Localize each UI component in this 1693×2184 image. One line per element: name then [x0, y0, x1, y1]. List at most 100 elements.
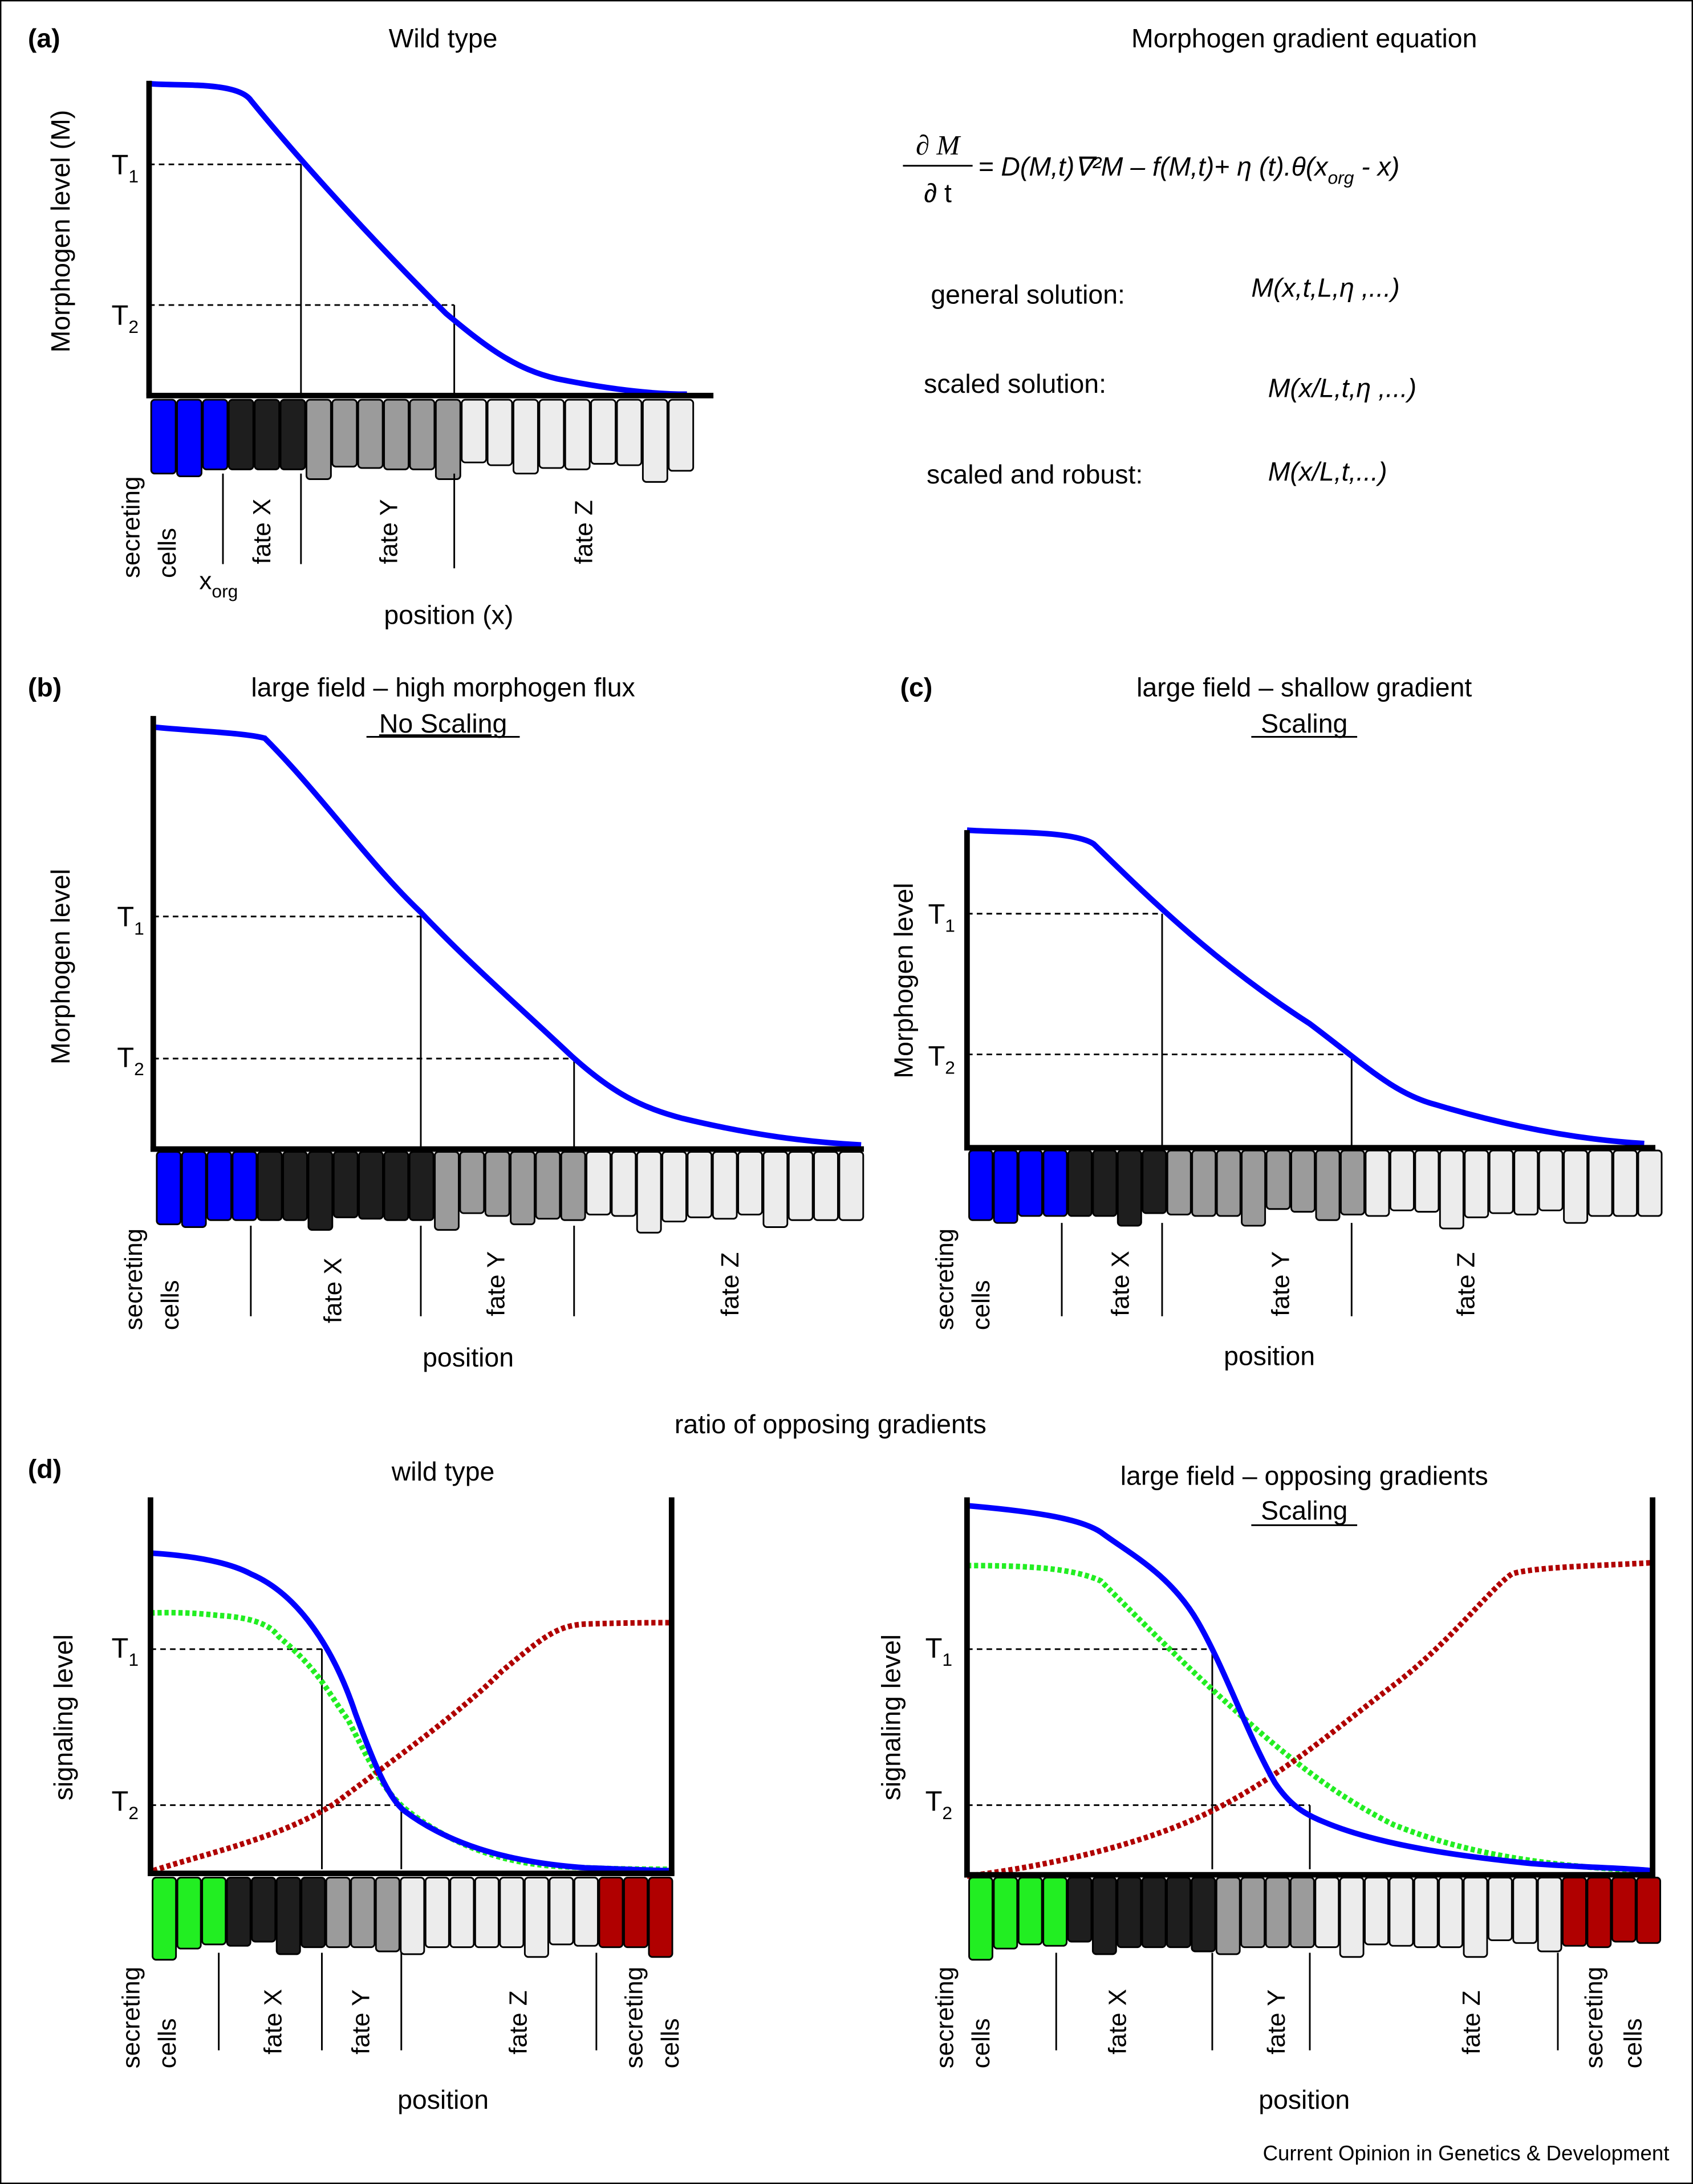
- panel-a-secreting-cell: [176, 398, 202, 478]
- panel-c-secreting-cell: [993, 1149, 1018, 1224]
- panel-b-region-fate-z: fate Z: [716, 1252, 744, 1316]
- panel-c-x-axis-label: position: [1224, 1341, 1315, 1370]
- panel-d-right-fate-x-cell: [1117, 1877, 1142, 1949]
- panel-c-fate-x-cell: [1092, 1149, 1118, 1217]
- panel-c-fate-z-cell: [1513, 1149, 1539, 1215]
- panel-a-fate-y-cell: [435, 398, 461, 480]
- panel-d-right-fate-x-cell: [1067, 1877, 1093, 1943]
- panel-c-secreting-cell: [968, 1149, 994, 1221]
- panel-a-fate-x-cell: [279, 398, 306, 470]
- panel-c-fate-x-cell: [1067, 1149, 1093, 1217]
- panel-d-right-region-fate-z: fate Z: [1457, 1990, 1485, 2054]
- panel-a-fate-y-cell: [409, 398, 436, 470]
- panel-d-right-fate-x-cell: [1141, 1877, 1167, 1949]
- panel-c-fate-z-cell: [1613, 1149, 1638, 1217]
- panel-d-left-fate-z-cell: [424, 1877, 450, 1949]
- panel-a-secreting-cell: [150, 398, 177, 475]
- panel-d-right-cell-row: [968, 1877, 1662, 1961]
- equation-lhs-numerator: ∂ M: [916, 129, 961, 161]
- panel-d-right-green-secreting-cell: [993, 1877, 1018, 1950]
- panel-d-left-region-secreting: secreting: [117, 1967, 145, 2068]
- panel-b-fate-z-cell: [661, 1151, 687, 1223]
- panel-b-label: (b): [28, 673, 62, 702]
- panel-c-fate-z-cell: [1414, 1149, 1440, 1213]
- panel-d-left-fate-y-cell: [350, 1877, 376, 1949]
- panel-d-right-fate-z-cell: [1537, 1877, 1562, 1953]
- panel-c-fate-y-cell: [1166, 1149, 1192, 1215]
- panel-d-right-fate-z-cell: [1512, 1877, 1538, 1944]
- panel-b-fate-x-cell: [282, 1151, 308, 1221]
- panel-a-t2-label: T2: [111, 300, 139, 337]
- panel-a-fate-z-cell: [642, 398, 668, 483]
- panel-b-fate-x-cell: [408, 1151, 435, 1221]
- panel-b-secreting-cell: [206, 1151, 232, 1221]
- panel-b-fate-y-cell: [459, 1151, 485, 1214]
- panel-b-fate-x-cell: [383, 1151, 409, 1221]
- panel-a-region-secreting: secreting: [117, 477, 145, 578]
- panel-a-fate-y-cell: [357, 398, 384, 469]
- panel-d-right-blue-gradient-curve: [967, 1503, 1652, 1874]
- panel-d-left-x-axis-label: position: [397, 2085, 489, 2114]
- panel-a-region-fate-y: fate Y: [375, 499, 403, 564]
- panel-d-right-green-gradient-curve: [967, 1563, 1651, 1874]
- panel-d-left-t1-label: T1: [111, 1633, 139, 1670]
- panel-d-left-fate-x-cell: [226, 1877, 251, 1947]
- panel-d-right: large field – opposing gradients Scaling…: [876, 1461, 1662, 2114]
- panel-d-right-fate-z-cell: [1413, 1877, 1439, 1949]
- scaled-solution-label: scaled solution:: [924, 369, 1106, 398]
- scaled-robust-expression: M(x/L,t,...): [1268, 457, 1387, 486]
- panel-b-fate-z-cell: [762, 1151, 789, 1228]
- panel-d-left-green-secreting-cell: [201, 1877, 227, 1946]
- panel-c-fate-y-cell: [1216, 1149, 1241, 1217]
- panel-d-right-fate-x-cell: [1191, 1877, 1216, 1953]
- panel-b-region-secreting: secreting: [120, 1229, 148, 1330]
- panel-d-left-fate-z-cell: [400, 1877, 425, 1955]
- panel-d-right-fate-y-cell: [1265, 1877, 1290, 1949]
- panel-c-fate-z-cell: [1365, 1149, 1390, 1217]
- panel-c: (c) large field – shallow gradient Scali…: [889, 673, 1663, 1370]
- panel-d-right-region-cells: cells: [967, 2018, 995, 2068]
- panel-a-fate-z-cell: [668, 398, 695, 472]
- panel-c-region-secreting: secreting: [931, 1229, 959, 1330]
- scaled-solution-expression: M(x/L,t,η ,...): [1268, 373, 1416, 402]
- panel-d-right-fate-y-cell: [1215, 1877, 1241, 1955]
- panel-d-left-region-secreting-right: secreting: [620, 1967, 648, 2068]
- scaled-robust-label: scaled and robust:: [927, 459, 1143, 489]
- panel-c-fate-y-cell: [1290, 1149, 1316, 1213]
- panel-d-left-fate-z-cell: [449, 1877, 475, 1949]
- panel-a-region-fate-z: fate Z: [570, 500, 598, 564]
- panel-d-left-fate-x-cell: [251, 1877, 277, 1943]
- panel-d-right-region-secreting-right: secreting: [1580, 1967, 1608, 2068]
- panel-a-t1-label: T1: [111, 149, 139, 186]
- panel-a-xorg-label: xorg: [199, 567, 238, 601]
- panel-a-label: (a): [28, 23, 60, 53]
- panel-d-left-t2-label: T2: [111, 1786, 139, 1823]
- panel-b-fate-x-cell: [307, 1151, 334, 1231]
- panel-d-right-region-fate-y: fate Y: [1262, 1990, 1290, 2055]
- equation-rhs: = D(M,t)∇²M – f(M,t)+ η (t).θ(xorg - x): [978, 152, 1399, 188]
- panel-d-right-green-secreting-cell: [968, 1877, 993, 1961]
- panel-a-fate-z-cell: [616, 398, 643, 466]
- panel-a-secreting-cell: [202, 398, 229, 470]
- panel-c-region-fate-y: fate Y: [1266, 1251, 1294, 1316]
- panel-d-left-fate-z-cell: [573, 1877, 599, 1947]
- panel-d-right-fate-z-cell: [1339, 1877, 1365, 1958]
- panel-d-left-region-cells-right: cells: [656, 2018, 684, 2068]
- panel-d-left-red-secreting-cell: [648, 1877, 673, 1958]
- panel-b-fate-x-cell: [257, 1151, 283, 1221]
- panel-b-fate-z-cell: [687, 1151, 713, 1218]
- panel-b-fate-x-cell: [332, 1151, 359, 1218]
- panel-c-cell-row: [968, 1149, 1663, 1230]
- panel-d-left-y-axis-label: signaling level: [48, 1634, 78, 1800]
- panel-c-fate-z-cell: [1439, 1149, 1464, 1230]
- figure-credit: Current Opinion in Genetics & Developmen…: [1263, 2141, 1670, 2165]
- panel-c-y-axis-label: Morphogen level: [889, 882, 919, 1078]
- panel-b-cell-row: [156, 1151, 864, 1234]
- panel-c-fate-y-cell: [1265, 1149, 1291, 1210]
- panel-d-left-region-fate-x: fate X: [259, 1989, 287, 2055]
- panel-b-fate-z-cell: [586, 1151, 611, 1215]
- panel-d-right-red-secreting-cell: [1636, 1877, 1662, 1944]
- panel-c-fate-x-cell: [1117, 1149, 1142, 1227]
- panel-c-fate-z-cell: [1538, 1149, 1564, 1211]
- panel-d-right-fate-y-cell: [1240, 1877, 1266, 1949]
